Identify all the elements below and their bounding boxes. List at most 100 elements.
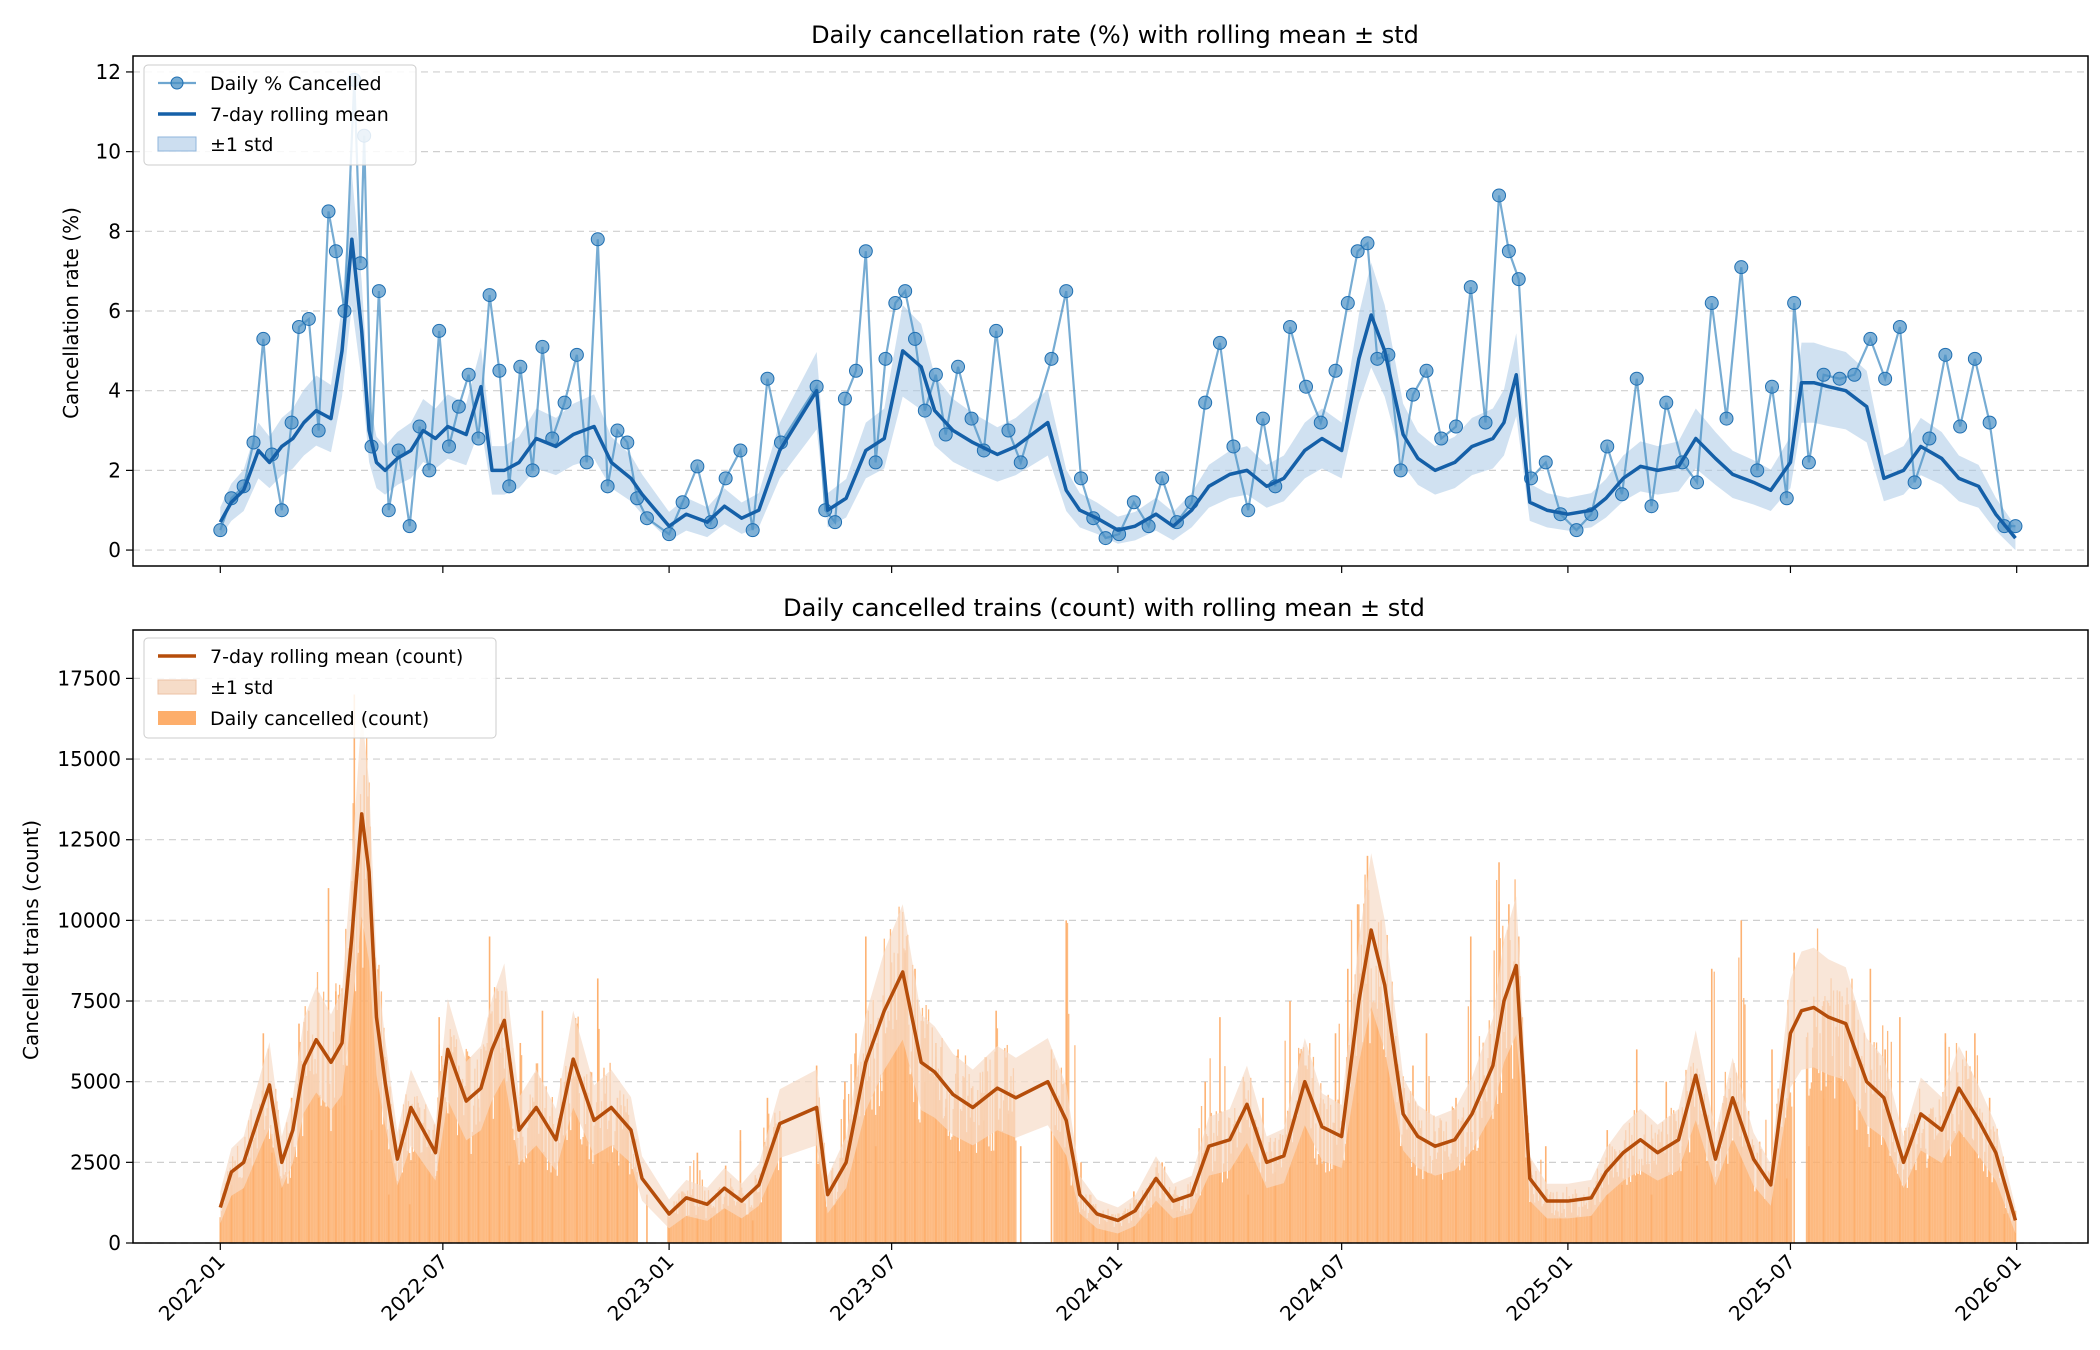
rate-daily-point: [1967, 351, 1982, 366]
count-daily-bar: [888, 1020, 890, 1243]
count-daily-bar: [1061, 1084, 1064, 1243]
count-daily-bar: [444, 1097, 447, 1243]
count-daily-bar: [1788, 1037, 1790, 1243]
count-daily-bar: [1628, 1122, 1631, 1243]
count-daily-bar: [1848, 1066, 1851, 1243]
count-daily-bar: [234, 1160, 236, 1243]
count-daily-bar: [1513, 961, 1515, 1243]
count-daily-bar: [434, 1175, 437, 1243]
count-daily-bar: [1638, 1159, 1640, 1243]
count-daily-bar: [630, 1140, 632, 1243]
count-daily-bar: [982, 1071, 984, 1243]
count-daily-bar: [1942, 1092, 1944, 1243]
count-daily-bar: [1195, 1193, 1198, 1243]
count-y-tick-label: 7500: [70, 989, 121, 1013]
count-daily-bar: [674, 1212, 676, 1243]
count-daily-bar: [1961, 1059, 1964, 1243]
rate-daily-point: [868, 455, 883, 470]
count-daily-bar: [1996, 1128, 1998, 1243]
count-daily-bar: [522, 1136, 524, 1243]
count-daily-bar: [1479, 1101, 1482, 1243]
count-daily-bar: [330, 1131, 332, 1243]
count-daily-bar: [245, 1153, 247, 1243]
count-daily-bar: [1384, 1000, 1386, 1243]
count-daily-bar: [615, 1112, 617, 1243]
rate-daily-point: [837, 391, 852, 406]
rate-daily-point: [321, 204, 336, 219]
count-daily-bar: [690, 1194, 692, 1243]
rate-daily-point: [291, 319, 306, 334]
count-daily-peak-bar: [1808, 1146, 1810, 1243]
count-daily-bar: [1336, 1144, 1338, 1243]
count-daily-bar: [1986, 1177, 1988, 1243]
count-daily-bar: [441, 1055, 443, 1243]
count-daily-bar: [1818, 1073, 1820, 1243]
count-daily-bar: [1866, 1083, 1868, 1243]
count-daily-bar: [764, 1142, 766, 1243]
count-daily-bar: [1392, 1033, 1394, 1243]
rate-daily-point: [848, 363, 863, 378]
count-daily-bar: [500, 1052, 502, 1243]
count-daily-bar: [871, 1109, 873, 1243]
count-daily-bar: [570, 1130, 572, 1243]
rate-daily-point: [1313, 415, 1328, 430]
count-daily-bar: [614, 1131, 616, 1243]
count-daily-bar: [863, 1115, 866, 1243]
count-daily-bar: [1342, 1119, 1344, 1243]
count-daily-peak-bar: [1007, 1113, 1010, 1243]
count-daily-bar: [379, 1051, 381, 1243]
count-daily-peak-bar: [970, 1088, 973, 1243]
count-daily-bar: [1664, 1153, 1666, 1243]
count-daily-bar: [1503, 1031, 1505, 1243]
count-daily-peak-bar: [1756, 1152, 1759, 1243]
count-daily-bar: [1600, 1173, 1602, 1243]
rate-daily-point: [328, 244, 343, 259]
count-daily-bar: [602, 1150, 604, 1243]
count-daily-bar: [1934, 1117, 1937, 1243]
count-daily-bar: [1904, 1130, 1906, 1243]
count-daily-bar: [954, 1073, 957, 1243]
count-daily-peak-bar: [1884, 1049, 1886, 1243]
count-daily-bar: [1377, 922, 1380, 1243]
count-daily-bar: [445, 1101, 448, 1243]
count-daily-bar: [1277, 1163, 1279, 1243]
count-daily-bar: [1666, 1134, 1669, 1243]
count-daily-bar: [1266, 1151, 1268, 1243]
count-daily-bar: [1917, 1133, 1920, 1243]
count-daily-peak-bar: [1440, 1120, 1443, 1243]
count-daily-bar: [1079, 1212, 1081, 1243]
count-daily-bar: [357, 952, 359, 1243]
count-daily-peak-bar: [317, 1097, 320, 1243]
count-daily-bar: [1733, 1063, 1735, 1243]
count-daily-bar: [1750, 1152, 1752, 1243]
count-daily-bar: [1669, 1116, 1671, 1243]
count-daily-bar: [996, 1028, 999, 1243]
count-daily-bar: [1509, 940, 1511, 1243]
count-daily-bar: [1402, 1076, 1404, 1243]
count-daily-bar: [305, 1075, 308, 1243]
count-daily-bar: [1188, 1208, 1190, 1243]
count-daily-bar: [1451, 1106, 1454, 1243]
rate-daily-point: [471, 431, 486, 446]
count-daily-bar: [1420, 1120, 1423, 1243]
count-daily-bar: [977, 1089, 979, 1243]
count-daily-bar: [350, 974, 352, 1243]
count-daily-bar: [1318, 1103, 1321, 1243]
legend-count-mean-label: 7-day rolling mean (count): [210, 646, 463, 668]
count-daily-bar: [300, 1060, 303, 1243]
count-daily-bar: [1381, 1002, 1383, 1243]
count-daily-bar: [1649, 1173, 1651, 1243]
count-daily-peak-bar: [1740, 920, 1743, 1243]
count-daily-peak-bar: [1650, 1194, 1653, 1243]
count-daily-bar: [747, 1214, 749, 1243]
count-daily-bar: [822, 1147, 824, 1243]
count-daily-bar: [1006, 1044, 1008, 1243]
count-daily-bar: [819, 1151, 822, 1243]
rate-daily-point: [492, 363, 507, 378]
count-daily-bar: [936, 1079, 938, 1243]
count-daily-bar: [1712, 1160, 1714, 1243]
count-daily-bar: [534, 1073, 536, 1243]
count-daily-bar: [1676, 1129, 1679, 1243]
count-daily-bar: [461, 1078, 464, 1243]
